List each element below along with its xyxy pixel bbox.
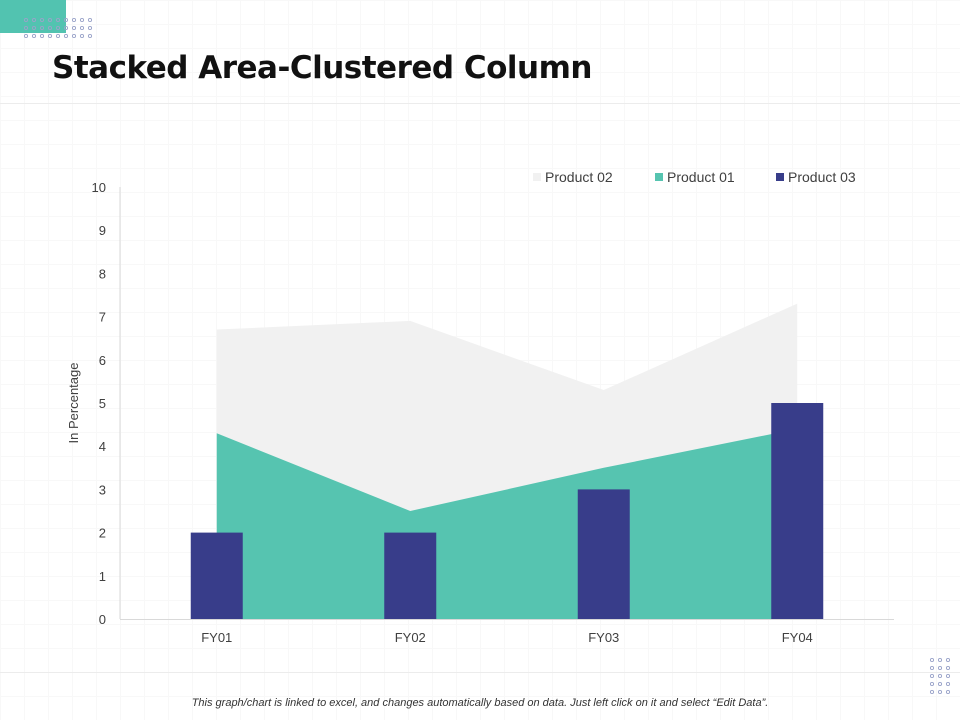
dot bbox=[929, 689, 935, 695]
dot bbox=[87, 25, 93, 31]
dot bbox=[937, 689, 943, 695]
bottom-dot-pattern bbox=[928, 656, 956, 696]
dot bbox=[23, 33, 29, 39]
legend-label: Product 03 bbox=[788, 169, 856, 185]
dot bbox=[39, 25, 45, 31]
corner-accent-block bbox=[0, 0, 66, 33]
dot bbox=[55, 17, 61, 23]
dot bbox=[31, 25, 37, 31]
dot bbox=[63, 17, 69, 23]
page-title: Stacked Area-Clustered Column bbox=[52, 50, 592, 86]
column-bar-product-03 bbox=[771, 403, 824, 619]
dot bbox=[23, 17, 29, 23]
dot bbox=[929, 665, 935, 671]
dot bbox=[31, 33, 37, 39]
legend-label: Product 02 bbox=[545, 169, 613, 185]
dot bbox=[79, 25, 85, 31]
dot bbox=[929, 673, 935, 679]
footer-divider bbox=[0, 672, 960, 673]
dot bbox=[63, 25, 69, 31]
dot bbox=[87, 17, 93, 23]
title-divider bbox=[0, 103, 960, 104]
y-tick-label: 2 bbox=[99, 526, 106, 541]
y-tick-label: 5 bbox=[99, 396, 106, 411]
legend-label: Product 01 bbox=[667, 169, 735, 185]
dot bbox=[937, 665, 943, 671]
dot bbox=[945, 689, 951, 695]
dot bbox=[71, 33, 77, 39]
dot bbox=[945, 665, 951, 671]
y-tick-label: 7 bbox=[99, 310, 106, 325]
x-tick-label: FY02 bbox=[395, 630, 426, 645]
dot bbox=[55, 33, 61, 39]
y-tick-label: 3 bbox=[99, 482, 106, 497]
dot bbox=[929, 681, 935, 687]
dot bbox=[39, 17, 45, 23]
dot bbox=[79, 17, 85, 23]
top-dot-pattern bbox=[22, 16, 94, 42]
dot bbox=[39, 33, 45, 39]
dot bbox=[937, 657, 943, 663]
dot bbox=[47, 25, 53, 31]
column-bar-product-03 bbox=[384, 532, 437, 619]
y-tick-label: 0 bbox=[99, 612, 106, 627]
y-tick-label: 8 bbox=[99, 266, 106, 281]
x-tick-label: FY01 bbox=[201, 630, 232, 645]
y-axis-label: In Percentage bbox=[66, 363, 81, 444]
y-tick-label: 9 bbox=[99, 223, 106, 238]
dot bbox=[937, 673, 943, 679]
dot bbox=[929, 657, 935, 663]
dot bbox=[63, 33, 69, 39]
y-tick-label: 10 bbox=[92, 180, 106, 195]
dot bbox=[31, 17, 37, 23]
x-tick-label: FY04 bbox=[782, 630, 813, 645]
stacked-area-clustered-column-chart[interactable]: 0 1 2 3 4 5 6 7 8 9 10 FY01 FY02 FY03 FY04 In Percentag… bbox=[0, 0, 960, 680]
y-tick-label: 4 bbox=[99, 439, 106, 454]
legend-swatch bbox=[533, 173, 541, 181]
dot bbox=[47, 17, 53, 23]
x-tick-label: FY03 bbox=[588, 630, 619, 645]
area-series-product-01 bbox=[216, 428, 798, 619]
column-bar-product-03 bbox=[190, 532, 243, 619]
dot bbox=[55, 25, 61, 31]
dot bbox=[945, 673, 951, 679]
column-bar-product-03 bbox=[577, 489, 630, 619]
dot bbox=[87, 33, 93, 39]
dot bbox=[71, 17, 77, 23]
legend-swatch bbox=[655, 173, 663, 181]
dot bbox=[945, 657, 951, 663]
dot bbox=[79, 33, 85, 39]
legend-swatch bbox=[776, 173, 784, 181]
dot bbox=[937, 681, 943, 687]
dot bbox=[71, 25, 77, 31]
y-tick-label: 1 bbox=[99, 569, 106, 584]
dot bbox=[945, 681, 951, 687]
dot bbox=[23, 25, 29, 31]
y-tick-label: 6 bbox=[99, 353, 106, 368]
dot bbox=[47, 33, 53, 39]
footnote: This graph/chart is linked to excel, and… bbox=[191, 697, 769, 709]
